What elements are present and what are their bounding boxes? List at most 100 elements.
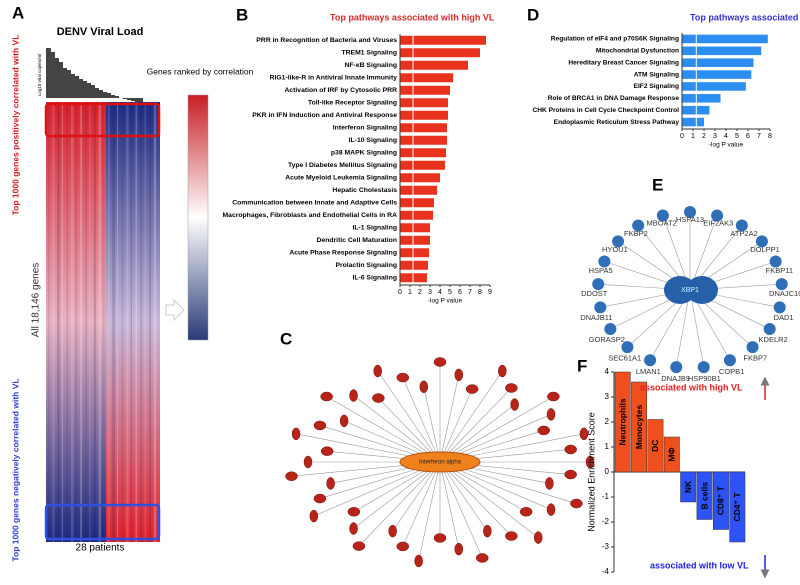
node <box>723 354 736 367</box>
node <box>594 301 607 314</box>
node <box>510 398 519 411</box>
node <box>598 255 611 268</box>
node <box>349 389 358 402</box>
panel-letter: E <box>652 175 663 194</box>
bar <box>400 73 453 83</box>
edge <box>418 461 441 562</box>
node <box>546 408 556 421</box>
node <box>755 235 768 248</box>
node <box>612 235 625 248</box>
bar <box>400 98 448 108</box>
edge <box>353 395 441 463</box>
stripe <box>112 102 115 542</box>
node <box>373 364 382 378</box>
node <box>313 493 327 504</box>
bar <box>682 94 721 103</box>
node <box>585 455 595 469</box>
stripe <box>140 102 143 542</box>
edge <box>439 388 473 463</box>
category-label: Dendritic Cell Maturation <box>317 237 397 244</box>
network-c: C Interferon alpha <box>280 329 595 568</box>
stripe <box>57 102 60 542</box>
x-tick-label: 3 <box>713 133 717 140</box>
panel-letter: A <box>12 3 24 22</box>
node <box>621 341 634 354</box>
panel-letter: D <box>527 5 539 24</box>
node <box>519 507 533 517</box>
node <box>769 255 782 268</box>
node <box>396 541 410 552</box>
bar-label: DC <box>650 440 660 452</box>
node <box>388 524 397 538</box>
node <box>684 206 696 218</box>
x-tick-label: 4 <box>438 289 442 296</box>
stripe <box>121 102 124 542</box>
bar <box>663 436 680 473</box>
y-tick-label: -2 <box>602 517 610 526</box>
node-label: ATP2A2 <box>730 229 757 238</box>
bar <box>400 60 468 70</box>
node <box>414 554 423 568</box>
node <box>433 357 447 367</box>
category-label: Type I Diabetes Mellitus Signaling <box>288 162 397 169</box>
edge <box>326 396 441 463</box>
stripe <box>75 102 77 542</box>
arrow <box>165 298 185 322</box>
node-label: DNAJB9 <box>661 374 690 383</box>
node <box>564 469 577 480</box>
node <box>454 368 464 382</box>
node <box>285 471 298 481</box>
bar <box>400 235 430 245</box>
x-label: 28 patients <box>76 543 125 554</box>
stripe <box>80 102 82 542</box>
bar <box>400 148 446 158</box>
node-label: DDOST <box>581 289 608 298</box>
bar-label: CD8⁺ T <box>716 485 726 515</box>
node <box>433 533 447 543</box>
panel-title: DENV Viral Load <box>57 26 144 38</box>
node <box>465 384 479 394</box>
x-tick-label: 6 <box>458 289 462 296</box>
category-label: CHK Proteins in Cell Cycle Checkpoint Co… <box>532 107 679 114</box>
node-label: DOLPP1 <box>750 245 780 254</box>
stripe <box>149 102 151 542</box>
y-tick-label: 2 <box>605 417 610 426</box>
node <box>309 509 319 523</box>
bar <box>729 471 746 543</box>
top-label: Top 1000 genes positively correlated wit… <box>10 35 20 216</box>
edge <box>353 461 441 529</box>
node-label: DAD1 <box>774 313 794 322</box>
bar-label: Neutrophils <box>617 398 627 445</box>
edge <box>377 370 441 463</box>
node <box>349 522 358 535</box>
stripe <box>94 102 96 542</box>
x-tick-label: 0 <box>398 289 402 296</box>
chart-title: Top pathways associated with high VL <box>330 12 495 22</box>
node <box>632 219 645 232</box>
node <box>303 455 313 469</box>
node <box>320 391 333 402</box>
category-label: ATM Signaling <box>634 71 679 78</box>
viral-load-bars <box>46 48 143 103</box>
x-tick-label: 7 <box>757 133 761 140</box>
middle-label: All 18,146 genes <box>31 263 42 338</box>
node <box>347 507 361 517</box>
category-label: Hereditary Breast Cancer Signaling <box>568 59 679 66</box>
stripe <box>84 102 88 542</box>
x-tick-label: 6 <box>746 133 750 140</box>
node <box>291 427 301 441</box>
x-tick-label: 5 <box>448 289 452 296</box>
node <box>545 477 554 490</box>
node <box>547 391 560 402</box>
node <box>352 541 366 551</box>
y-tick-label: 1 <box>605 442 610 451</box>
category-label: Interferon Signaling <box>333 125 397 132</box>
node <box>763 323 776 335</box>
bar <box>682 58 754 67</box>
edge <box>378 397 441 463</box>
node-label: LMAN1 <box>636 367 661 376</box>
node-label: HSPA5 <box>589 266 613 275</box>
x-tick-label: 4 <box>724 133 728 140</box>
y-tick-label: 3 <box>605 392 610 401</box>
category-label: Macrophages, Fibroblasts and Endothelial… <box>223 212 398 219</box>
